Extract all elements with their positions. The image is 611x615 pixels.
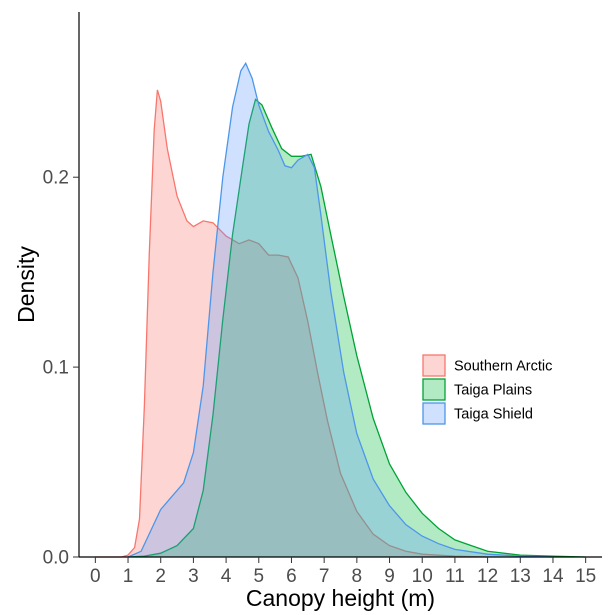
y-axis-title: Density — [13, 246, 39, 323]
x-tick-label: 10 — [412, 566, 433, 587]
x-tick-label: 2 — [155, 566, 166, 587]
x-tick-label: 13 — [510, 566, 531, 587]
x-tick-label: 0 — [90, 566, 101, 587]
y-tick-label: 0.0 — [43, 548, 69, 569]
x-tick-label: 9 — [384, 566, 395, 587]
legend-label-taiga-shield: Taiga Shield — [454, 407, 533, 423]
x-tick-label: 6 — [286, 566, 297, 587]
x-tick-label: 14 — [542, 566, 564, 587]
x-tick-label: 15 — [575, 566, 596, 587]
area-taiga-shield — [128, 63, 553, 558]
x-axis-ticks: 0 1 2 3 4 5 6 7 8 9 10 11 12 13 14 15 — [90, 557, 596, 587]
x-tick-label: 12 — [477, 566, 498, 587]
x-tick-label: 1 — [123, 566, 134, 587]
legend-key-taiga-plains — [422, 378, 446, 401]
x-tick-label: 4 — [221, 566, 232, 587]
legend-key-southern-arctic — [422, 354, 446, 377]
legend-key-taiga-shield — [422, 402, 446, 425]
legend-label-taiga-plains: Taiga Plains — [454, 383, 532, 399]
line-taiga-plains — [127, 98, 586, 558]
legend-key-bg — [423, 403, 445, 424]
y-tick-label: 0.1 — [43, 358, 69, 379]
legend: Southern Arctic Taiga Plains Taiga Shield — [422, 354, 552, 425]
area-southern-arctic — [95, 89, 488, 558]
line-taiga-shield — [127, 61, 554, 558]
legend-key-bg — [423, 355, 445, 376]
x-tick-label: 5 — [253, 566, 264, 587]
x-tick-label: 8 — [352, 566, 363, 587]
legend-label-southern-arctic: Southern Arctic — [454, 359, 552, 375]
x-tick-label: 11 — [445, 566, 465, 587]
x-axis-title: Canopy height (m) — [246, 585, 435, 611]
x-tick-label: 3 — [188, 566, 199, 587]
density-areas — [95, 61, 586, 558]
y-tick-label: 0.2 — [43, 168, 69, 189]
area-taiga-plains — [128, 99, 586, 558]
legend-key-bg — [423, 379, 445, 400]
y-axis-ticks: 0.0 0.1 0.2 — [43, 168, 79, 569]
x-tick-label: 7 — [319, 566, 330, 587]
line-southern-arctic — [95, 89, 488, 558]
